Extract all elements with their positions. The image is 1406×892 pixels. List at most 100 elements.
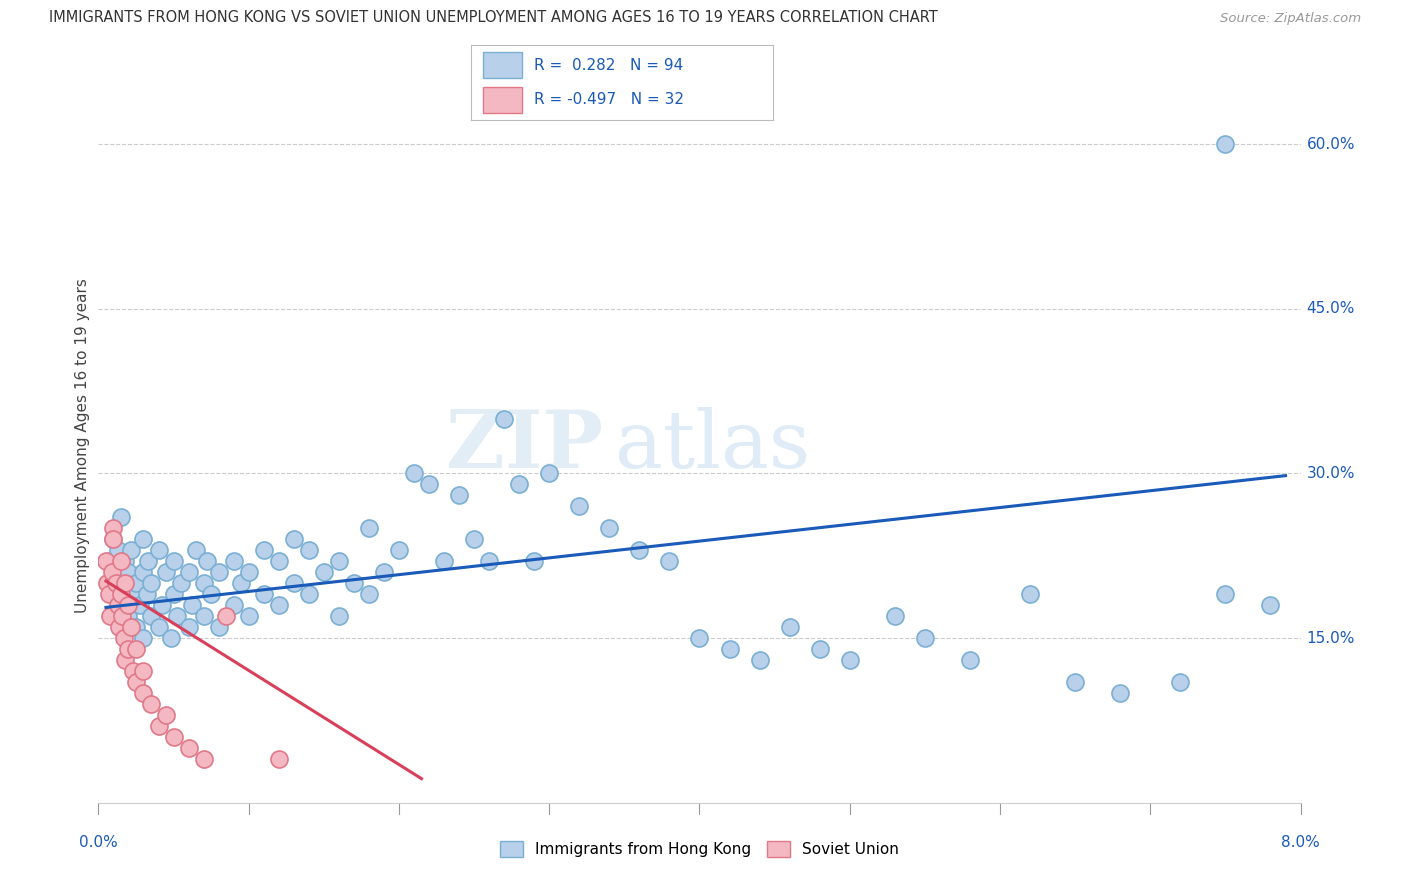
Point bbox=[114, 576, 136, 591]
Text: R =  0.282   N = 94: R = 0.282 N = 94 bbox=[534, 58, 683, 72]
Point bbox=[114, 653, 136, 667]
Point bbox=[267, 752, 290, 766]
Point bbox=[298, 587, 321, 601]
Point bbox=[105, 587, 128, 601]
Point bbox=[508, 477, 530, 491]
Point bbox=[97, 587, 120, 601]
Point bbox=[779, 620, 801, 634]
Point bbox=[139, 576, 162, 591]
Point bbox=[373, 566, 395, 580]
Point bbox=[200, 587, 222, 601]
Point bbox=[357, 587, 380, 601]
Point bbox=[538, 467, 561, 481]
Point bbox=[838, 653, 860, 667]
Point bbox=[110, 554, 132, 568]
Point bbox=[121, 543, 143, 558]
Text: 8.0%: 8.0% bbox=[1281, 835, 1320, 850]
Point bbox=[110, 510, 132, 524]
Point bbox=[447, 488, 470, 502]
Text: atlas: atlas bbox=[616, 407, 810, 485]
Point bbox=[1019, 587, 1042, 601]
Point bbox=[283, 533, 305, 547]
Point bbox=[103, 521, 125, 535]
Point bbox=[388, 543, 411, 558]
Point bbox=[1109, 686, 1132, 700]
Point bbox=[148, 719, 170, 733]
Point bbox=[103, 566, 125, 580]
Point bbox=[298, 543, 321, 558]
Point bbox=[107, 543, 129, 558]
Point bbox=[312, 566, 335, 580]
Point bbox=[808, 642, 831, 657]
Point bbox=[111, 609, 134, 624]
Point bbox=[166, 609, 188, 624]
Text: 45.0%: 45.0% bbox=[1306, 301, 1355, 317]
Point bbox=[177, 566, 200, 580]
Point bbox=[139, 697, 162, 711]
Point bbox=[238, 609, 260, 624]
Point bbox=[568, 500, 591, 514]
Point bbox=[914, 631, 936, 645]
Point bbox=[718, 642, 741, 657]
Point bbox=[132, 533, 155, 547]
Point bbox=[208, 566, 231, 580]
Point bbox=[107, 598, 129, 612]
Bar bbox=[484, 52, 523, 78]
Y-axis label: Unemployment Among Ages 16 to 19 years: Unemployment Among Ages 16 to 19 years bbox=[75, 278, 90, 614]
Point bbox=[121, 620, 143, 634]
Text: R = -0.497   N = 32: R = -0.497 N = 32 bbox=[534, 93, 685, 107]
Point bbox=[132, 566, 155, 580]
Point bbox=[100, 609, 122, 624]
Point bbox=[193, 609, 215, 624]
Point bbox=[267, 598, 290, 612]
Point bbox=[253, 543, 276, 558]
Text: 0.0%: 0.0% bbox=[79, 835, 118, 850]
Point bbox=[402, 467, 425, 481]
Bar bbox=[484, 87, 523, 112]
Point bbox=[117, 642, 139, 657]
Point bbox=[125, 642, 148, 657]
Point bbox=[100, 554, 122, 568]
Text: ZIP: ZIP bbox=[446, 407, 603, 485]
Point bbox=[129, 598, 152, 612]
Point bbox=[357, 521, 380, 535]
Point bbox=[177, 740, 200, 755]
Point bbox=[170, 576, 193, 591]
Point bbox=[135, 587, 157, 601]
Point bbox=[155, 708, 177, 723]
Point bbox=[883, 609, 905, 624]
Point bbox=[688, 631, 710, 645]
Point bbox=[523, 554, 546, 568]
Point bbox=[114, 554, 136, 568]
Point bbox=[125, 620, 148, 634]
Point bbox=[267, 554, 290, 568]
Text: 30.0%: 30.0% bbox=[1306, 466, 1355, 481]
Point bbox=[148, 543, 170, 558]
Point bbox=[162, 587, 184, 601]
Point bbox=[433, 554, 456, 568]
Point bbox=[94, 554, 117, 568]
Text: Source: ZipAtlas.com: Source: ZipAtlas.com bbox=[1220, 12, 1361, 25]
Point bbox=[628, 543, 651, 558]
Point bbox=[184, 543, 207, 558]
Point bbox=[139, 609, 162, 624]
Point bbox=[328, 609, 350, 624]
Point bbox=[598, 521, 620, 535]
Point bbox=[1260, 598, 1282, 612]
Point bbox=[136, 554, 159, 568]
Point bbox=[121, 587, 143, 601]
Point bbox=[208, 620, 231, 634]
Point bbox=[150, 598, 173, 612]
Point bbox=[112, 631, 135, 645]
Text: 60.0%: 60.0% bbox=[1306, 136, 1355, 152]
Point bbox=[283, 576, 305, 591]
Point bbox=[122, 664, 145, 678]
Point bbox=[238, 566, 260, 580]
Point bbox=[162, 554, 184, 568]
Point bbox=[101, 566, 124, 580]
Point bbox=[478, 554, 501, 568]
Point bbox=[180, 598, 202, 612]
Point bbox=[132, 686, 155, 700]
Point bbox=[195, 554, 218, 568]
Point bbox=[103, 533, 125, 547]
